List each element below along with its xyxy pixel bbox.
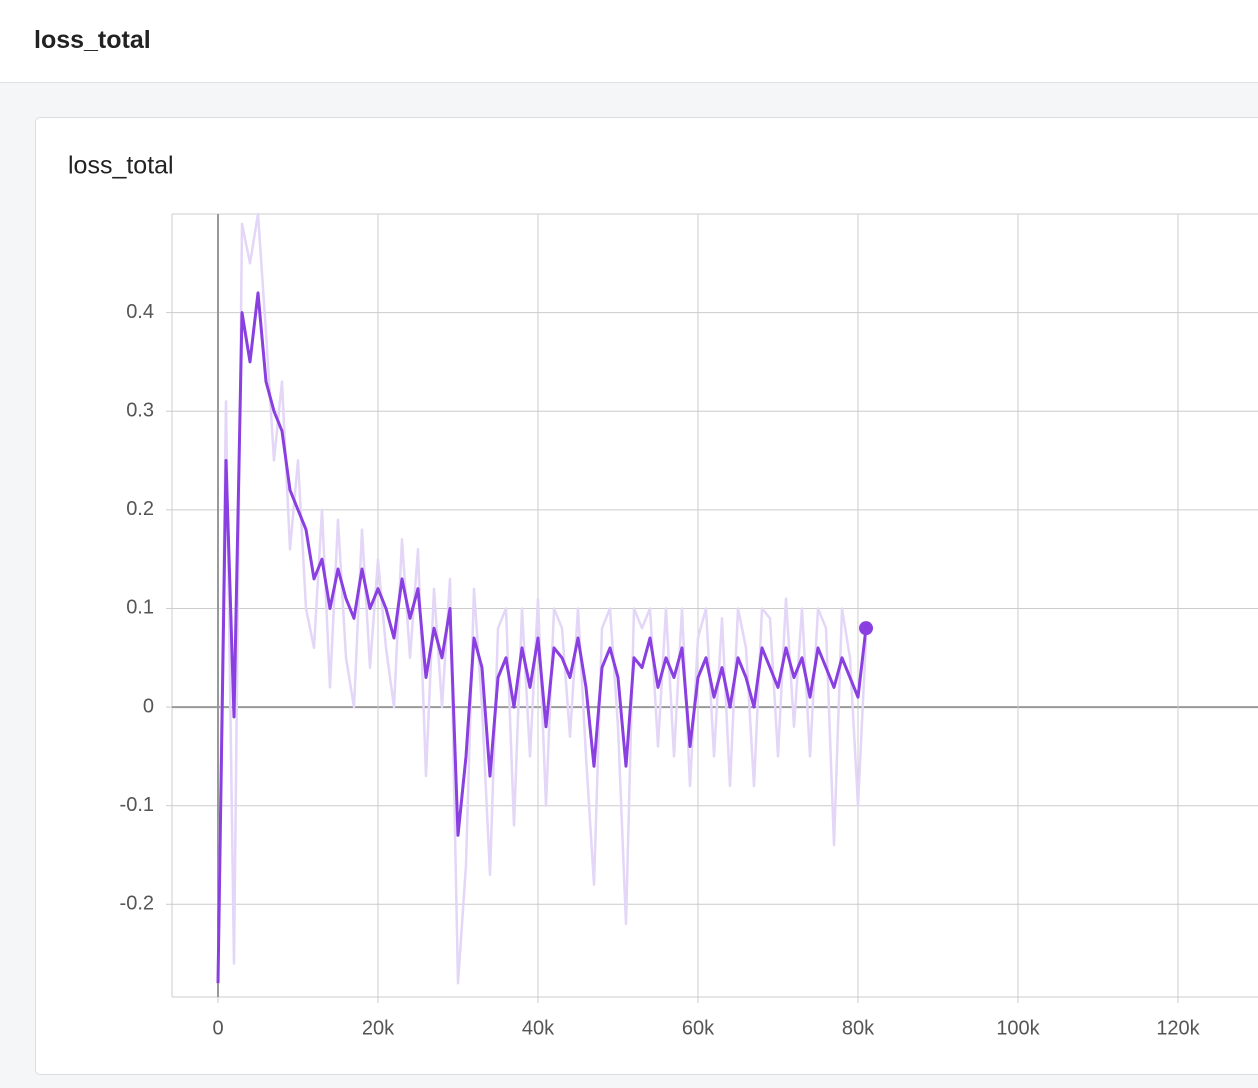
- y-tick-label: -0.1: [120, 794, 154, 816]
- series-line: [216, 291, 868, 984]
- x-tick-label: 60k: [682, 1017, 715, 1039]
- y-tick-label: 0.4: [126, 301, 154, 323]
- x-tick-label: 40k: [522, 1017, 555, 1039]
- y-tick-label: -0.2: [120, 893, 154, 915]
- x-tick-label: 80k: [842, 1017, 875, 1039]
- x-tick-label: 120k: [1156, 1017, 1200, 1039]
- last-point: [859, 621, 873, 636]
- header: loss_total: [0, 0, 1258, 83]
- y-tick-label: 0.1: [126, 597, 154, 619]
- y-tick-label: 0.2: [126, 498, 154, 520]
- header-title: loss_total: [34, 26, 151, 54]
- x-tick-label: 100k: [996, 1017, 1040, 1039]
- chart-title: loss_total: [68, 152, 174, 180]
- y-tick-label: 0.3: [126, 400, 154, 422]
- series-line: [216, 212, 868, 985]
- y-tick-label: 0: [143, 695, 154, 717]
- x-tick-label: 20k: [362, 1017, 395, 1039]
- x-tick-label: 0: [212, 1017, 223, 1039]
